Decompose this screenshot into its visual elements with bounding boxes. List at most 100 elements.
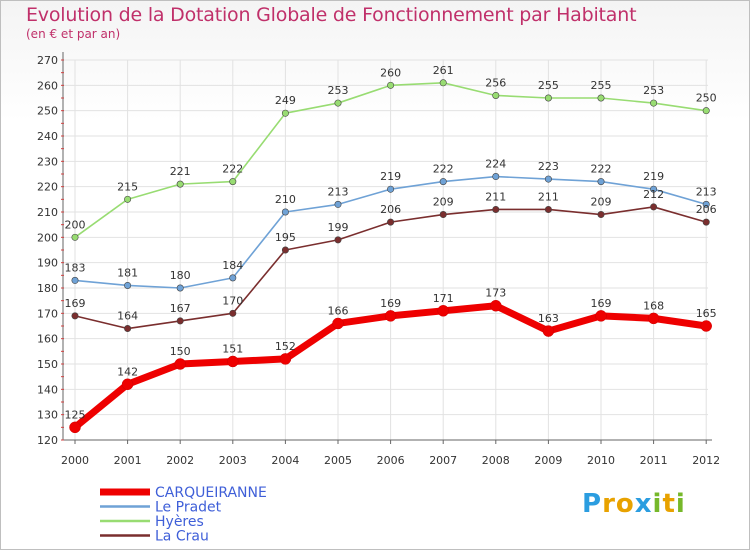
data-label: 210	[275, 193, 296, 206]
data-label: 169	[65, 297, 86, 310]
y-tick-label: 180	[37, 282, 58, 295]
data-point	[281, 109, 289, 117]
data-label: 206	[380, 203, 401, 216]
data-point	[702, 107, 710, 115]
data-label: 212	[643, 188, 664, 201]
data-label: 255	[538, 79, 559, 92]
data-point	[387, 185, 395, 193]
x-tick-label: 2012	[692, 454, 720, 467]
x-tick-label: 2003	[219, 454, 247, 467]
data-point	[176, 180, 184, 188]
y-tick-label: 150	[37, 358, 58, 371]
data-label: 184	[222, 259, 243, 272]
data-point	[71, 276, 79, 284]
data-point	[71, 233, 79, 241]
data-point	[227, 355, 239, 368]
x-tick-label: 2002	[166, 454, 194, 467]
data-label: 180	[170, 269, 191, 282]
data-label: 222	[591, 163, 612, 176]
data-label: 170	[222, 294, 243, 307]
y-tick-label: 260	[37, 79, 58, 92]
y-tick-label: 230	[37, 155, 58, 168]
data-label: 224	[485, 158, 506, 171]
y-tick-label: 140	[37, 383, 58, 396]
data-point	[597, 94, 605, 102]
data-point	[176, 284, 184, 292]
x-tick-label: 2010	[587, 454, 615, 467]
data-point	[597, 211, 605, 219]
data-point	[650, 99, 658, 107]
data-label: 167	[170, 302, 191, 315]
x-tick-label: 2001	[114, 454, 142, 467]
data-point	[490, 299, 502, 312]
data-point	[492, 91, 500, 99]
data-point	[492, 205, 500, 213]
data-point	[439, 178, 447, 186]
data-label: 255	[591, 79, 612, 92]
data-label: 164	[117, 310, 138, 323]
y-tick-label: 200	[37, 231, 58, 244]
data-point	[439, 211, 447, 219]
data-label: 125	[65, 408, 86, 421]
data-label: 151	[222, 342, 243, 355]
data-label: 215	[117, 180, 138, 193]
data-label: 163	[538, 312, 559, 325]
legend-label: La Crau	[155, 529, 209, 545]
chart-title: Evolution de la Dotation Globale de Fonc…	[26, 4, 637, 26]
y-tick-label: 190	[37, 257, 58, 270]
data-label: 166	[328, 304, 349, 317]
data-label: 195	[275, 231, 296, 244]
legend-label: Hyères	[155, 514, 204, 530]
data-point	[597, 178, 605, 186]
data-point	[281, 246, 289, 254]
data-point	[387, 218, 395, 226]
data-point	[544, 94, 552, 102]
y-tick-label: 120	[37, 434, 58, 447]
y-tick-label: 210	[37, 206, 58, 219]
data-label: 209	[591, 196, 612, 209]
data-point	[176, 317, 184, 325]
data-label: 213	[328, 185, 349, 198]
x-tick-label: 2008	[482, 454, 510, 467]
data-label: 253	[328, 84, 349, 97]
data-label: 152	[275, 340, 296, 353]
data-label: 183	[65, 261, 86, 274]
data-label: 169	[380, 297, 401, 310]
data-point	[229, 309, 237, 317]
x-tick-label: 2011	[640, 454, 668, 467]
logo-letter: i	[675, 489, 686, 519]
data-point	[124, 281, 132, 289]
data-point	[124, 325, 132, 333]
data-label: 171	[433, 292, 454, 305]
data-point	[702, 218, 710, 226]
data-point	[595, 310, 607, 322]
logo-letter: o	[615, 489, 635, 519]
data-point	[544, 205, 552, 213]
logo-letter: P	[582, 489, 603, 519]
proxiti-logo: Proxiti	[582, 489, 686, 519]
x-tick-label: 2004	[271, 454, 299, 467]
data-label: 150	[170, 345, 191, 358]
data-label: 209	[433, 196, 454, 209]
y-tick-label: 130	[37, 409, 58, 422]
data-point	[229, 178, 237, 186]
data-point	[387, 81, 395, 89]
x-tick-label: 2007	[429, 454, 457, 467]
y-tick-label: 240	[37, 130, 58, 143]
legend-label: Le Pradet	[155, 500, 222, 516]
data-label: 261	[433, 64, 454, 77]
logo-letter: r	[602, 489, 616, 519]
y-tick-label: 170	[37, 307, 58, 320]
x-tick-label: 2009	[534, 454, 562, 467]
data-point	[334, 200, 342, 208]
data-label: 219	[380, 170, 401, 183]
data-label: 199	[328, 221, 349, 234]
x-tick-label: 2000	[61, 454, 89, 467]
y-tick-label: 270	[37, 54, 58, 67]
data-label: 250	[696, 92, 717, 105]
data-point	[542, 325, 555, 337]
data-point	[439, 79, 447, 87]
data-label: 165	[696, 307, 717, 320]
data-label: 213	[696, 185, 717, 198]
